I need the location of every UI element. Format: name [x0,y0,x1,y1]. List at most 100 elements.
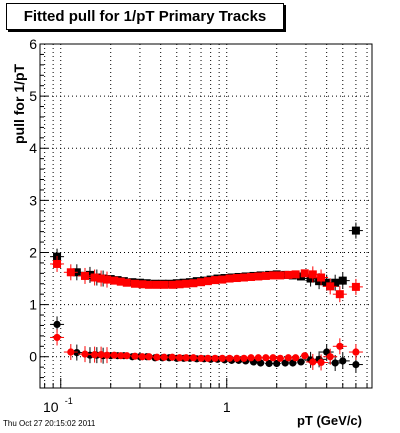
data-point-square [331,278,340,287]
data-point-square [103,275,112,284]
data-point-circle [240,354,248,362]
data-point-circle [168,353,176,361]
x-tick-label: 1 [223,399,231,415]
plot-frame [39,43,373,389]
data-point-square [306,274,315,283]
data-point-square [225,274,234,283]
data-point-circle [273,359,281,368]
y-tick-label: 2 [29,244,37,260]
data-point-circle [53,320,61,329]
data-point-square [53,259,62,268]
data-point-circle [175,354,184,362]
chart-title-box: Fitted pull for 1/pT Primary Tracks [6,3,284,30]
data-point-circle [276,354,284,362]
data-point-square [232,274,241,283]
data-point-circle [284,354,292,362]
data-point-circle [352,348,360,356]
data-point-circle [97,351,105,359]
data-point-square [284,270,293,279]
data-point-square [300,269,309,278]
data-point-circle [131,352,139,360]
data-point-square [189,279,198,288]
data-point-circle [81,350,89,358]
data-point-circle [225,354,234,362]
data-point-square [85,270,94,279]
data-point-circle [297,358,305,366]
data-point-square [138,280,147,289]
data-point-square [338,276,347,285]
data-point-square [203,277,212,286]
data-point-square [211,276,220,285]
data-point-square [351,282,360,291]
data-point-circle [145,353,153,361]
data-point-square [269,271,278,280]
data-point-circle [123,352,131,360]
data-point-square [160,280,169,289]
data-point-square [254,272,263,281]
data-point-circle [339,357,347,365]
data-point-square [122,278,131,287]
data-point-square [80,271,89,280]
data-point-circle [352,360,360,369]
data-point-square [130,279,139,288]
y-axis-label: pull for 1/pT [11,63,27,144]
x-axis-label: pT (GeV/c) [296,413,362,428]
data-point-circle [317,358,325,367]
data-point-square [97,274,106,283]
data-point-circle [262,354,270,362]
data-point-circle [336,342,344,350]
data-point-circle [269,354,277,362]
y-tick-label: 4 [29,140,37,156]
data-point-square [246,272,255,281]
data-point-circle [218,354,226,362]
data-point-circle [204,354,212,362]
data-point-circle [189,354,198,362]
data-point-circle [103,351,111,359]
data-point-square [197,278,206,287]
data-point-circle [254,354,262,362]
data-point-square [182,279,191,288]
data-point-circle [247,354,255,362]
data-point-circle [309,358,317,366]
data-point-circle [138,353,146,361]
data-point-circle [197,354,205,362]
y-tick-label: 6 [29,36,37,52]
data-point-circle [326,353,334,361]
data-point-circle [292,354,300,362]
data-point-circle [117,352,125,360]
data-point-square [291,270,300,279]
data-point-circle [182,354,190,362]
chart-title: Fitted pull for 1/pT Primary Tracks [23,8,267,25]
data-point-square [90,273,99,282]
data-point-circle [53,333,61,342]
data-point-square [351,226,360,235]
datestamp: Thu Oct 27 20:15:02 2011 [3,419,96,428]
data-point-square [218,275,227,284]
data-point-square [261,271,270,280]
data-point-circle [233,354,241,362]
data-point-square [276,271,285,280]
x-tick-label-exponent: -1 [65,396,73,406]
data-point-square [308,270,317,279]
data-point-circle [301,352,309,360]
data-point-square [317,273,326,282]
data-point-circle [211,354,219,362]
data-point-circle [153,353,161,361]
data-point-square [335,290,344,299]
y-tick-label: 1 [29,297,37,313]
y-tick-label: 5 [29,88,37,104]
data-point-square [144,280,153,289]
data-point-square [110,276,119,285]
data-point-circle [160,353,168,361]
y-tick-label: 3 [29,192,37,208]
data-point-circle [281,359,289,367]
y-tick-label: 0 [29,349,37,365]
data-point-square [66,268,75,277]
data-point-square [116,277,125,286]
data-point-square [168,280,177,289]
data-point-square [175,280,184,289]
data-point-circle [265,359,273,368]
data-point-square [326,282,335,291]
x-tick-label: 10 [43,399,59,415]
